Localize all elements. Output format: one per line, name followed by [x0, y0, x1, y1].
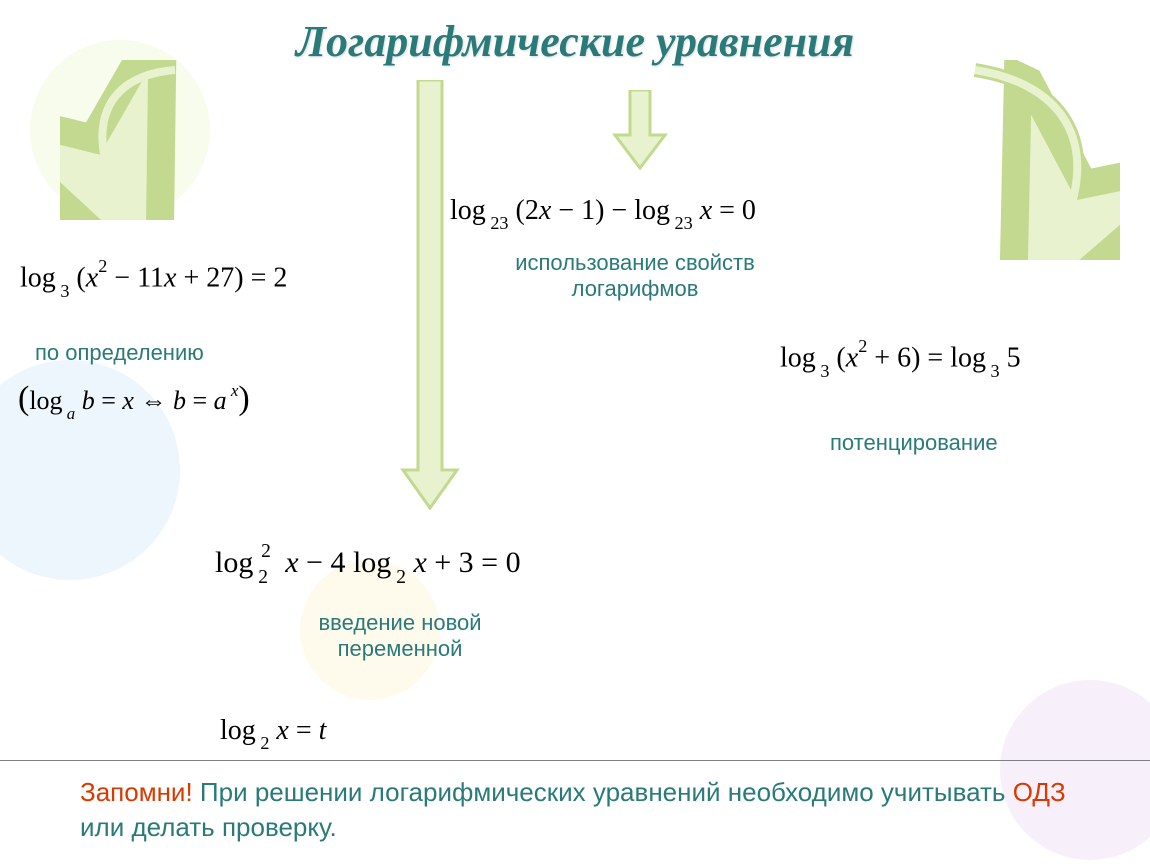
- remember-prefix: Запомни!: [80, 777, 200, 807]
- divider-line: [0, 760, 1150, 761]
- formula-potentiation: log 3 (x2 + 6) = log 3 5: [780, 340, 1021, 378]
- arrow-right-curve-icon: [960, 60, 1120, 260]
- formula-substitution: log 22 x − 4 log 2 x + 3 = 0: [215, 545, 521, 585]
- label-properties: использование свойств логарифмов: [495, 250, 775, 303]
- arrow-left-curve-icon: [60, 60, 200, 220]
- remember-highlight: ОДЗ: [1013, 777, 1066, 807]
- remember-text1: При решении логарифмических уравнений не…: [200, 777, 1013, 807]
- label-substitution: введение новой переменной: [290, 610, 510, 663]
- formula-substitution-let: log 2 x = t: [220, 715, 326, 751]
- remember-text2: или делать проверку.: [80, 812, 337, 842]
- label-potentiation: потенцирование: [830, 430, 998, 456]
- formula-definition-rule: (log a b = x ⇔ b = a x): [18, 380, 250, 420]
- formula-properties: log 23 (2x − 1) − log 23 x = 0: [450, 195, 756, 231]
- remember-note: Запомни! При решении логарифмических ура…: [80, 775, 1080, 845]
- arrow-short-down-icon: [610, 90, 670, 170]
- label-substitution-text: введение новой переменной: [318, 610, 481, 661]
- label-definition: по определению: [35, 340, 204, 366]
- formula-definition: log 3 (x2 − 11x + 27) = 2: [20, 260, 287, 298]
- arrow-center-down-icon: [395, 80, 465, 510]
- label-properties-text: использование свойств логарифмов: [515, 250, 755, 301]
